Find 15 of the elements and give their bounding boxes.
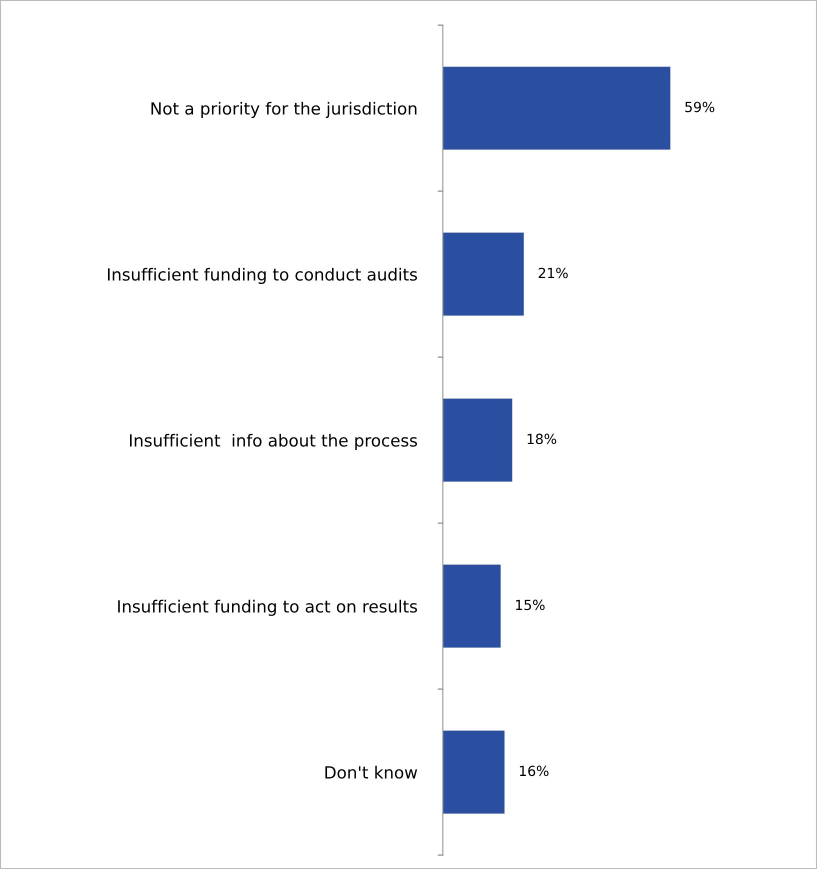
y-tick-label: Don't know <box>325 766 418 779</box>
bar <box>442 730 505 814</box>
data-label: 15% <box>516 600 545 610</box>
data-label: 21% <box>538 268 568 278</box>
bar <box>442 66 670 150</box>
bar <box>442 564 501 648</box>
data-label: 16% <box>520 766 549 776</box>
y-tick-label: Insufficient funding to conduct audits <box>108 268 418 284</box>
data-label: 18% <box>528 434 556 444</box>
y-tick-label: Insufficient funding to act on results <box>118 600 418 616</box>
bar <box>442 398 512 482</box>
y-tick-label: Not a priority for the jurisdiction <box>151 102 416 118</box>
y-tick-label: Insufficient info about the process <box>130 434 418 450</box>
bar <box>442 232 524 316</box>
data-label: 59% <box>685 102 714 112</box>
